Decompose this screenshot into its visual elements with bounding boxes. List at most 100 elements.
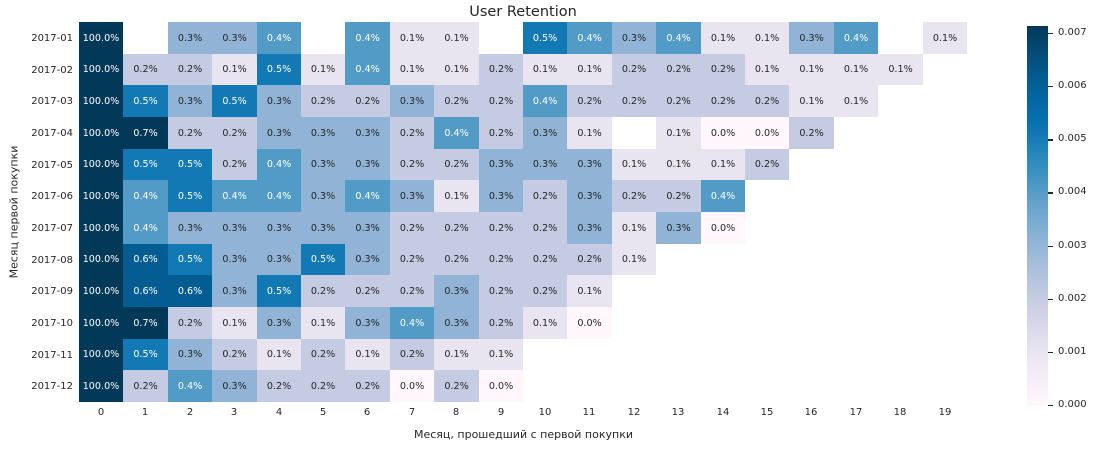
heatmap-cell: 0.2% xyxy=(390,149,434,180)
x-tick-label: 5 xyxy=(319,407,327,418)
heatmap-cell: 0.4% xyxy=(434,117,479,149)
heatmap-cell: 0.3% xyxy=(390,85,434,117)
heatmap-cell: 0.2% xyxy=(434,85,479,117)
y-tick-label: 2017-07 xyxy=(31,222,73,234)
heatmap-cell: 100.0% xyxy=(79,275,123,307)
heatmap-cell: 0.2% xyxy=(523,275,567,307)
heatmap-cell: 0.2% xyxy=(212,149,257,180)
heatmap-cell: 0.1% xyxy=(479,339,523,370)
heatmap-cell: 0.1% xyxy=(523,54,567,85)
heatmap-cell: 0.3% xyxy=(789,22,834,54)
heatmap-cell: 0.4% xyxy=(123,212,168,244)
heatmap-cell: 0.4% xyxy=(390,307,434,339)
heatmap-cell: 0.2% xyxy=(345,85,390,117)
heatmap-cell: 0.2% xyxy=(523,244,567,275)
heatmap-cell: 0.5% xyxy=(523,22,567,54)
heatmap-cell: 0.3% xyxy=(567,180,612,212)
heatmap-cell: 0.0% xyxy=(745,117,789,149)
heatmap-cell: 0.1% xyxy=(301,307,345,339)
heatmap-cell: 0.2% xyxy=(257,370,301,402)
heatmap-cell: 0.1% xyxy=(567,275,612,307)
heatmap-cell: 0.1% xyxy=(612,244,656,275)
heatmap-cell: 0.3% xyxy=(257,117,301,149)
heatmap-cell: 0.3% xyxy=(656,212,701,244)
heatmap-cell: 0.6% xyxy=(123,244,168,275)
colorbar-tick-label: 0.007 xyxy=(1058,27,1087,38)
colorbar-tick-label: 0.003 xyxy=(1058,239,1087,251)
y-tick-label: 2017-04 xyxy=(31,127,73,139)
heatmap-cell: 0.7% xyxy=(123,307,168,339)
heatmap-cell: 0.2% xyxy=(701,85,745,117)
heatmap-cell: 0.3% xyxy=(212,244,257,275)
heatmap-cell: 0.1% xyxy=(789,54,834,85)
heatmap-cell: 0.2% xyxy=(301,275,345,307)
heatmap-cell: 0.2% xyxy=(212,117,257,149)
heatmap-cell: 0.4% xyxy=(345,54,390,85)
heatmap-cell: 100.0% xyxy=(79,212,123,244)
heatmap-cell: 0.1% xyxy=(434,339,479,370)
heatmap-cell: 0.2% xyxy=(123,54,168,85)
heatmap-cell: 0.4% xyxy=(345,180,390,212)
heatmap-cell: 0.4% xyxy=(257,149,301,180)
heatmap-cell: 0.1% xyxy=(390,22,434,54)
x-tick-label: 19 xyxy=(938,407,952,418)
heatmap-cell: 0.3% xyxy=(479,180,523,212)
heatmap-cell: 0.1% xyxy=(878,54,923,85)
heatmap-cell: 0.4% xyxy=(257,22,301,54)
heatmap-cell: 0.1% xyxy=(434,180,479,212)
heatmap-cell: 0.0% xyxy=(701,212,745,244)
colorbar-tick-mark xyxy=(1048,33,1053,35)
heatmap-cell: 0.2% xyxy=(745,85,789,117)
heatmap-cell: 0.3% xyxy=(434,275,479,307)
y-tick-label: 2017-11 xyxy=(31,349,73,361)
heatmap-cell: 0.3% xyxy=(301,180,345,212)
heatmap-cell: 0.2% xyxy=(523,180,567,212)
heatmap-cell: 0.4% xyxy=(834,22,878,54)
heatmap-cell: 0.1% xyxy=(434,22,479,54)
heatmap-cell: 0.1% xyxy=(745,22,789,54)
heatmap-cell: 0.3% xyxy=(257,244,301,275)
heatmap-cell: 0.1% xyxy=(567,117,612,149)
heatmap-cell: 0.4% xyxy=(123,180,168,212)
heatmap-cell: 0.1% xyxy=(745,54,789,85)
heatmap-cell: 0.4% xyxy=(701,180,745,212)
y-tick-label: 2017-06 xyxy=(31,190,73,202)
heatmap-cell: 0.3% xyxy=(168,85,212,117)
heatmap-cell: 0.2% xyxy=(390,275,434,307)
heatmap-cell: 0.1% xyxy=(301,54,345,85)
heatmap-cell: 0.1% xyxy=(523,307,567,339)
heatmap-cell: 0.4% xyxy=(345,22,390,54)
x-tick-label: 12 xyxy=(627,407,641,418)
heatmap-cell: 0.3% xyxy=(345,212,390,244)
heatmap-cell: 0.3% xyxy=(212,370,257,402)
heatmap-cell: 0.1% xyxy=(701,149,745,180)
heatmap-cell: 0.3% xyxy=(567,149,612,180)
x-tick-label: 1 xyxy=(141,407,149,418)
heatmap-cell: 0.0% xyxy=(390,370,434,402)
heatmap-cell: 100.0% xyxy=(79,85,123,117)
heatmap-cell: 0.3% xyxy=(345,117,390,149)
y-tick-label: 2017-08 xyxy=(31,254,73,266)
x-axis-label: Месяц, прошедший с первой покупки xyxy=(413,428,633,441)
heatmap-cell: 0.5% xyxy=(168,180,212,212)
heatmap-cell: 0.2% xyxy=(212,339,257,370)
heatmap-cell: 0.2% xyxy=(390,339,434,370)
heatmap-cell: 0.4% xyxy=(656,22,701,54)
heatmap-cell: 0.5% xyxy=(123,85,168,117)
heatmap-cell: 0.2% xyxy=(612,180,656,212)
heatmap-cell: 0.2% xyxy=(434,244,479,275)
colorbar-tick-mark xyxy=(1048,405,1053,407)
heatmap-cell: 0.5% xyxy=(123,339,168,370)
heatmap-cell: 0.2% xyxy=(656,85,701,117)
heatmap-cell: 0.2% xyxy=(523,212,567,244)
heatmap-cell: 0.1% xyxy=(923,22,967,54)
y-tick-label: 2017-12 xyxy=(31,380,73,392)
x-tick-label: 18 xyxy=(893,407,907,418)
y-tick-label: 2017-02 xyxy=(31,64,73,76)
heatmap-cell: 100.0% xyxy=(79,180,123,212)
heatmap-cell: 0.2% xyxy=(168,307,212,339)
heatmap-cell: 0.3% xyxy=(257,212,301,244)
colorbar-tick-label: 0.005 xyxy=(1058,133,1087,145)
heatmap-cell: 0.3% xyxy=(212,212,257,244)
heatmap-cell: 0.2% xyxy=(479,275,523,307)
